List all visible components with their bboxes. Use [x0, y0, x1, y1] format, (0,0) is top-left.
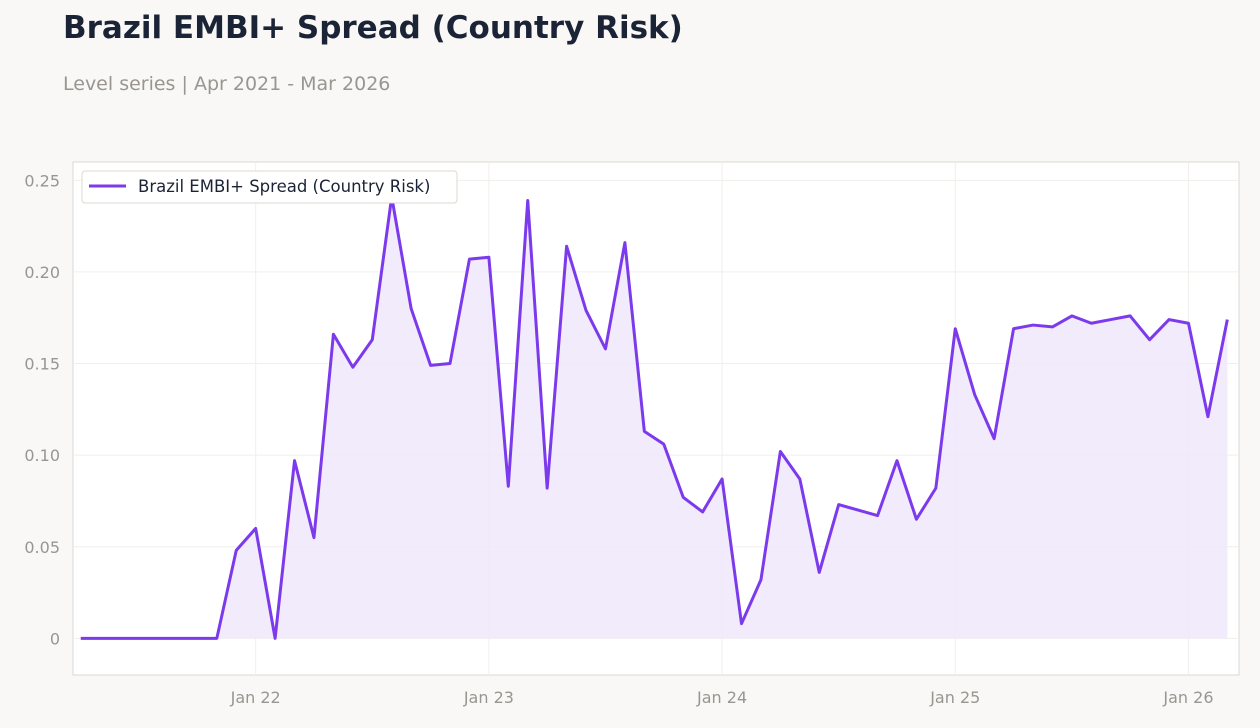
series-layer — [80, 195, 1229, 640]
chart-title: Brazil EMBI+ Spread (Country Risk) — [63, 10, 683, 46]
y-tick-label: 0.25 — [24, 171, 60, 190]
y-tick-label: 0.20 — [24, 263, 60, 282]
series-line — [80, 195, 1229, 640]
y-tick-label: 0.05 — [24, 538, 60, 557]
series-area — [80, 196, 1228, 639]
axis-layer: 0 0.05 0.10 0.15 0.20 0.25 Jan 22 Jan 23 Jan 24 J… — [24, 171, 1213, 707]
x-tick-label: Jan 26 — [1162, 688, 1213, 707]
legend-box — [81, 170, 458, 204]
chart-subtitle: Level series | Apr 2021 - Mar 2026 — [63, 73, 391, 95]
x-tick-label: Jan 25 — [929, 688, 980, 707]
x-tick-label: Jan 23 — [463, 688, 514, 707]
y-tick-label: 0.10 — [24, 446, 60, 465]
y-tick-label: 0 — [50, 629, 60, 648]
y-tick-label: 0.15 — [24, 355, 60, 374]
legend-label: Brazil EMBI+ Spread (Country Risk) — [138, 177, 430, 196]
x-tick-label: Jan 24 — [696, 688, 747, 707]
x-tick-label: Jan 22 — [230, 688, 281, 707]
legend: Brazil EMBI+ Spread (Country Risk) — [81, 170, 458, 204]
